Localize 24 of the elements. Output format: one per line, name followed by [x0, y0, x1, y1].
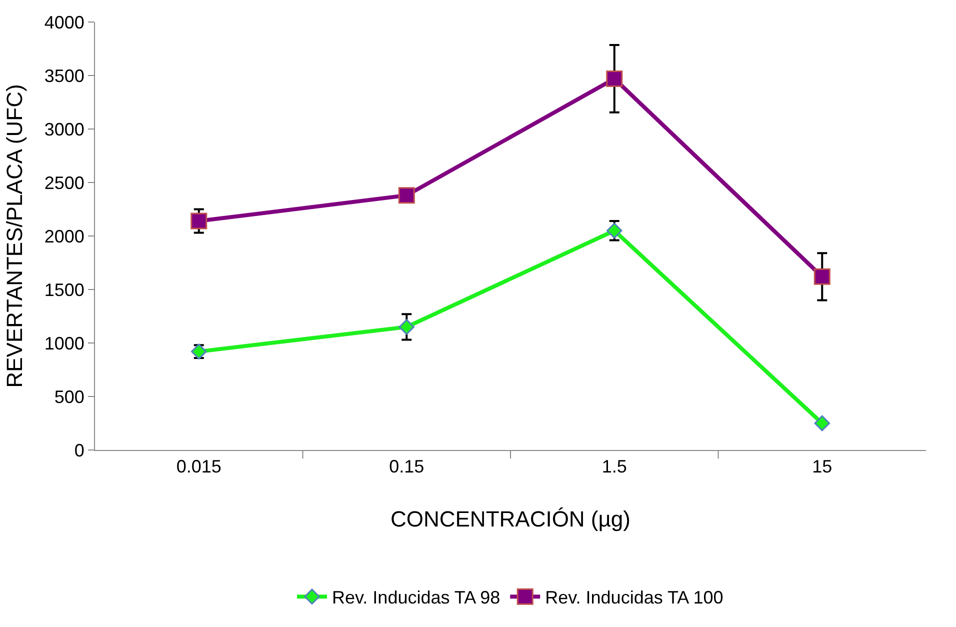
y-tick-label: 2500: [44, 172, 84, 193]
x-tick-label: 15: [812, 456, 832, 477]
point: [398, 319, 415, 335]
point: [606, 222, 622, 239]
point: [190, 212, 208, 230]
point: [814, 268, 830, 285]
point: [606, 70, 623, 87]
point: [398, 187, 415, 204]
y-tick-label: 4000: [44, 12, 84, 32]
y-tick-label: 2000: [44, 226, 84, 246]
y-tick-label: 3000: [44, 119, 84, 140]
point: [814, 415, 830, 432]
legend-label: Rev. Inducidas TA 98: [332, 588, 500, 608]
x-axis-title: CONCENTRACIÓN (µg): [390, 506, 631, 532]
x-tick-label: 0.15: [389, 456, 424, 477]
y-tick-label: 1500: [44, 280, 84, 300]
y-tick-label: 1000: [44, 333, 84, 354]
x-tick-label: 1.5: [602, 456, 627, 477]
x-tick-label: 0.015: [176, 456, 222, 477]
y-axis-title: REVERTANTES/PLACA (UFC): [2, 84, 28, 388]
y-tick-label: 0: [74, 440, 84, 460]
y-tick-label: 500: [54, 386, 84, 407]
y-tick-label: 3500: [44, 66, 84, 86]
legend-label: Rev. Inducidas TA 100: [545, 588, 724, 608]
